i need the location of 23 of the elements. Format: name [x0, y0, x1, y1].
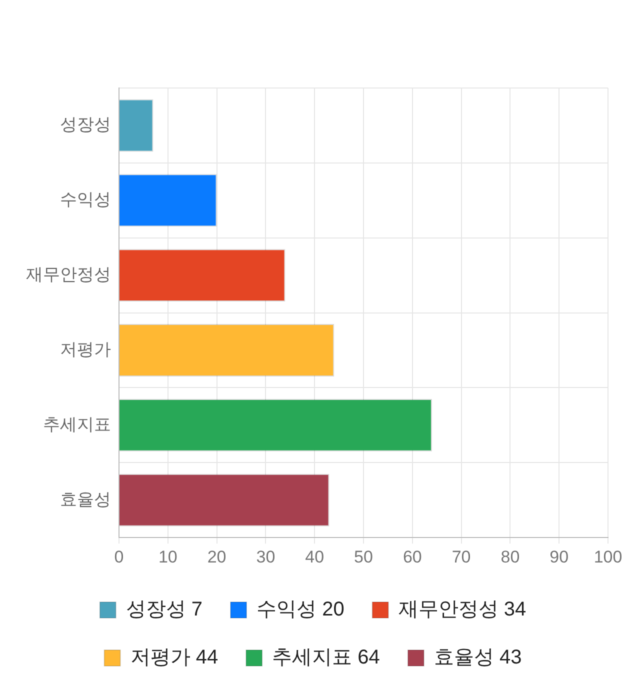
x-tick-label: 10 [158, 547, 178, 566]
x-tick-label: 20 [207, 547, 226, 566]
x-tick-label: 90 [550, 547, 569, 566]
x-tick-label: 60 [402, 547, 422, 566]
legend-label: 추세지표 64 [272, 646, 380, 669]
y-tick-label: 수익성 [60, 190, 111, 210]
x-tick-label: 0 [114, 547, 124, 566]
x-tick-label: 30 [256, 547, 276, 566]
y-tick-label: 효율성 [60, 490, 111, 509]
x-tick-label: 40 [305, 547, 324, 566]
legend-label: 수익성 20 [256, 598, 344, 621]
x-tick-label: 100 [594, 547, 622, 566]
legend-label: 효율성 43 [434, 646, 522, 669]
y-tick-label: 성장성 [60, 115, 111, 134]
y-tick-label: 재무안정성 [26, 265, 111, 284]
legend-label: 성장성 7 [126, 598, 203, 621]
legend-label: 재무안정성 34 [398, 598, 526, 621]
y-tick-label: 추세지표 [43, 414, 111, 434]
x-tick-label: 70 [452, 547, 471, 566]
legend-label: 저평가 44 [130, 646, 218, 669]
x-tick-label: 80 [500, 547, 520, 566]
y-tick-label: 저평가 [60, 340, 111, 359]
x-tick-label: 50 [354, 547, 373, 566]
